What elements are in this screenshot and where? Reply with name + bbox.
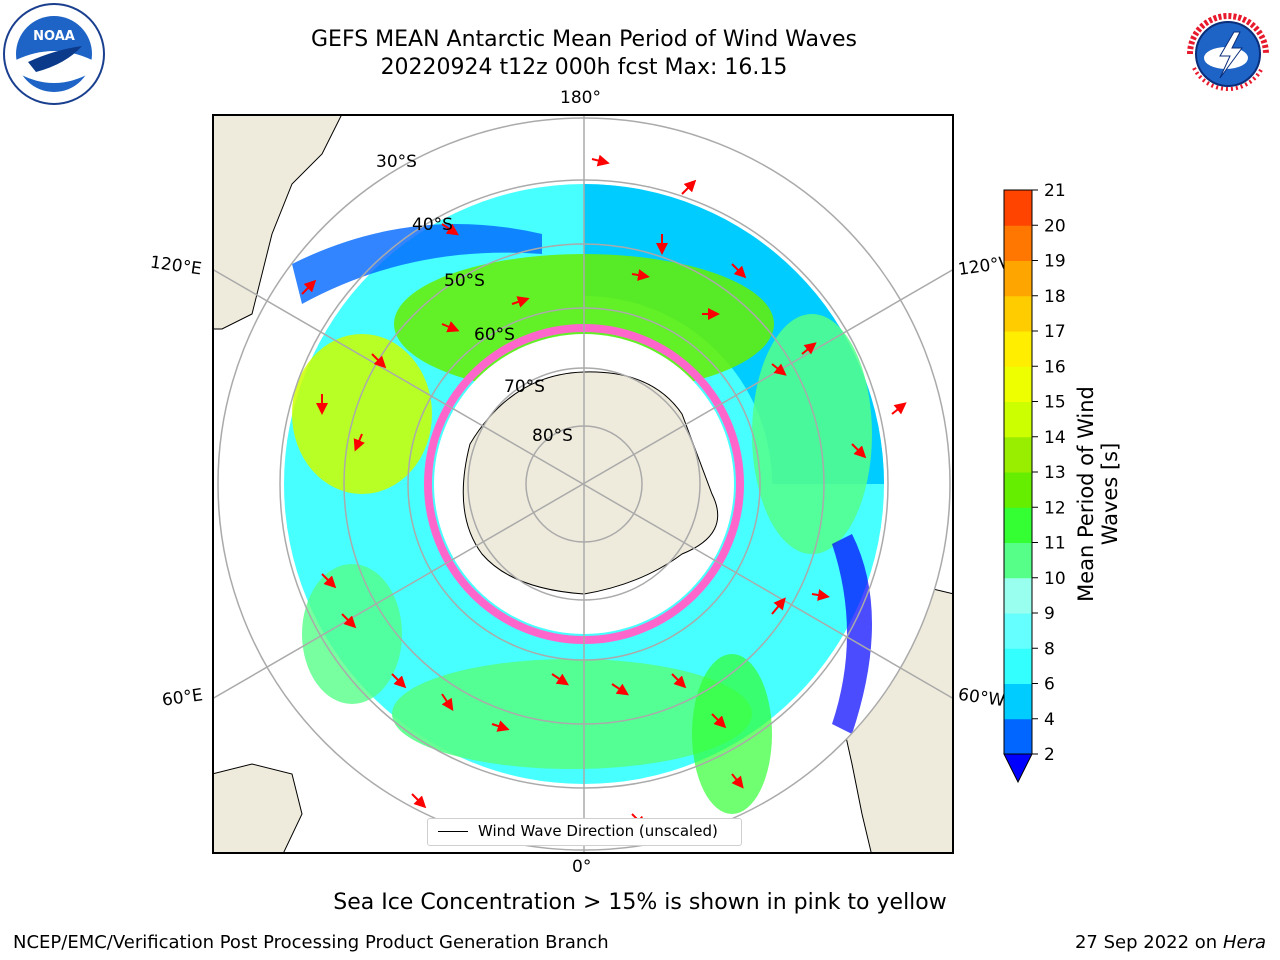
lon-label-120e: 120°E [148, 252, 203, 280]
colorbar-tick-label: 4 [1044, 710, 1055, 730]
colorbar-segment [1004, 648, 1032, 684]
land-antarctica [462, 371, 719, 595]
colorbar-segment [1004, 577, 1032, 614]
colorbar-label: Mean Period of Wind Waves [s] [1074, 386, 1122, 602]
colorbar-segment [1004, 366, 1032, 402]
colorbar-segment [1004, 225, 1032, 261]
land-australia [212, 114, 343, 330]
colorbar-tick-label: 2 [1044, 745, 1055, 765]
land-africa [212, 763, 303, 854]
lat-label-40s: 40°S [412, 215, 453, 235]
colorbar-segment [1004, 436, 1032, 473]
map-subtitle: 20220924 t12z 000h fcst Max: 16.15 [380, 55, 788, 80]
colorbar-tick-label: 16 [1044, 357, 1066, 377]
colorbar-tick-label: 18 [1044, 287, 1066, 307]
sea-ice-note: Sea Ice Concentration > 15% is shown in … [333, 890, 947, 915]
colorbar-segment [1004, 401, 1032, 438]
lon-label-60e: 60°E [160, 685, 205, 711]
map-legend: Wind Wave Direction (unscaled) [427, 818, 742, 846]
machine-name: Hera [1222, 932, 1266, 953]
legend-text: Wind Wave Direction (unscaled) [478, 822, 718, 840]
colorbar-tick-label: 9 [1044, 604, 1055, 624]
colorbar: 2 4 6 8 9 10 11 12 13 14 15 16 17 18 19 20 21 [1003, 181, 1066, 784]
colorbar-tick-label: 15 [1044, 393, 1066, 413]
legend-line-swatch [438, 831, 468, 832]
wind-wave-direction-arrows [301, 154, 907, 829]
lat-label-50s: 50°S [444, 271, 485, 291]
colorbar-segment [1004, 718, 1032, 755]
colorbar-tick-label: 8 [1044, 639, 1055, 659]
colorbar-segment [1004, 613, 1032, 649]
lon-label-0: 0° [572, 857, 592, 877]
graticule [212, 114, 954, 854]
colorbar-tick-label: 19 [1044, 252, 1066, 272]
colorbar-tick-label: 10 [1044, 569, 1066, 589]
colorbar-segment [1004, 472, 1032, 508]
noaa-logo-text: NOAA [33, 29, 75, 44]
colorbar-tick-label: 6 [1044, 675, 1055, 695]
colorbar-segment [1004, 683, 1032, 720]
map-title: GEFS MEAN Antarctic Mean Period of Wind … [311, 27, 857, 52]
colorbar-tick-label: 20 [1044, 216, 1066, 236]
lat-label-70s: 70°S [504, 377, 545, 397]
lat-label-60s: 60°S [474, 325, 515, 345]
date-value: 27 Sep 2022 on [1074, 932, 1218, 953]
colorbar-tick-label: 21 [1044, 181, 1066, 201]
colorbar-tick-label: 12 [1044, 498, 1066, 518]
colorbar-segment [1004, 507, 1032, 543]
noaa-logo: NOAA [3, 3, 105, 105]
antarctic-wave-period-map: 30°S 40°S 50°S 60°S 70°S 80°S [212, 114, 954, 854]
lon-label-180: 180° [560, 88, 601, 108]
colorbar-segment [1004, 260, 1032, 297]
colorbar-segment [1004, 542, 1032, 579]
colorbar-segment [1004, 295, 1032, 332]
colorbar-tick-label: 13 [1044, 463, 1066, 483]
colorbar-segment [1004, 190, 1032, 226]
colorbar-tick-label: 14 [1044, 428, 1066, 448]
lat-label-80s: 80°S [532, 426, 573, 446]
date-text: 27 Sep 2022 on Hera [1075, 932, 1266, 953]
colorbar-tick-label: 11 [1044, 534, 1066, 554]
national-weather-service-logo [1178, 4, 1278, 104]
colorbar-tick-label: 17 [1044, 322, 1066, 342]
lat-label-30s: 30°S [376, 152, 417, 172]
colorbar-segment [1004, 331, 1032, 367]
credit-text: NCEP/EMC/Verification Post Processing Pr… [13, 932, 609, 953]
colorbar-under-arrow [1003, 753, 1033, 784]
